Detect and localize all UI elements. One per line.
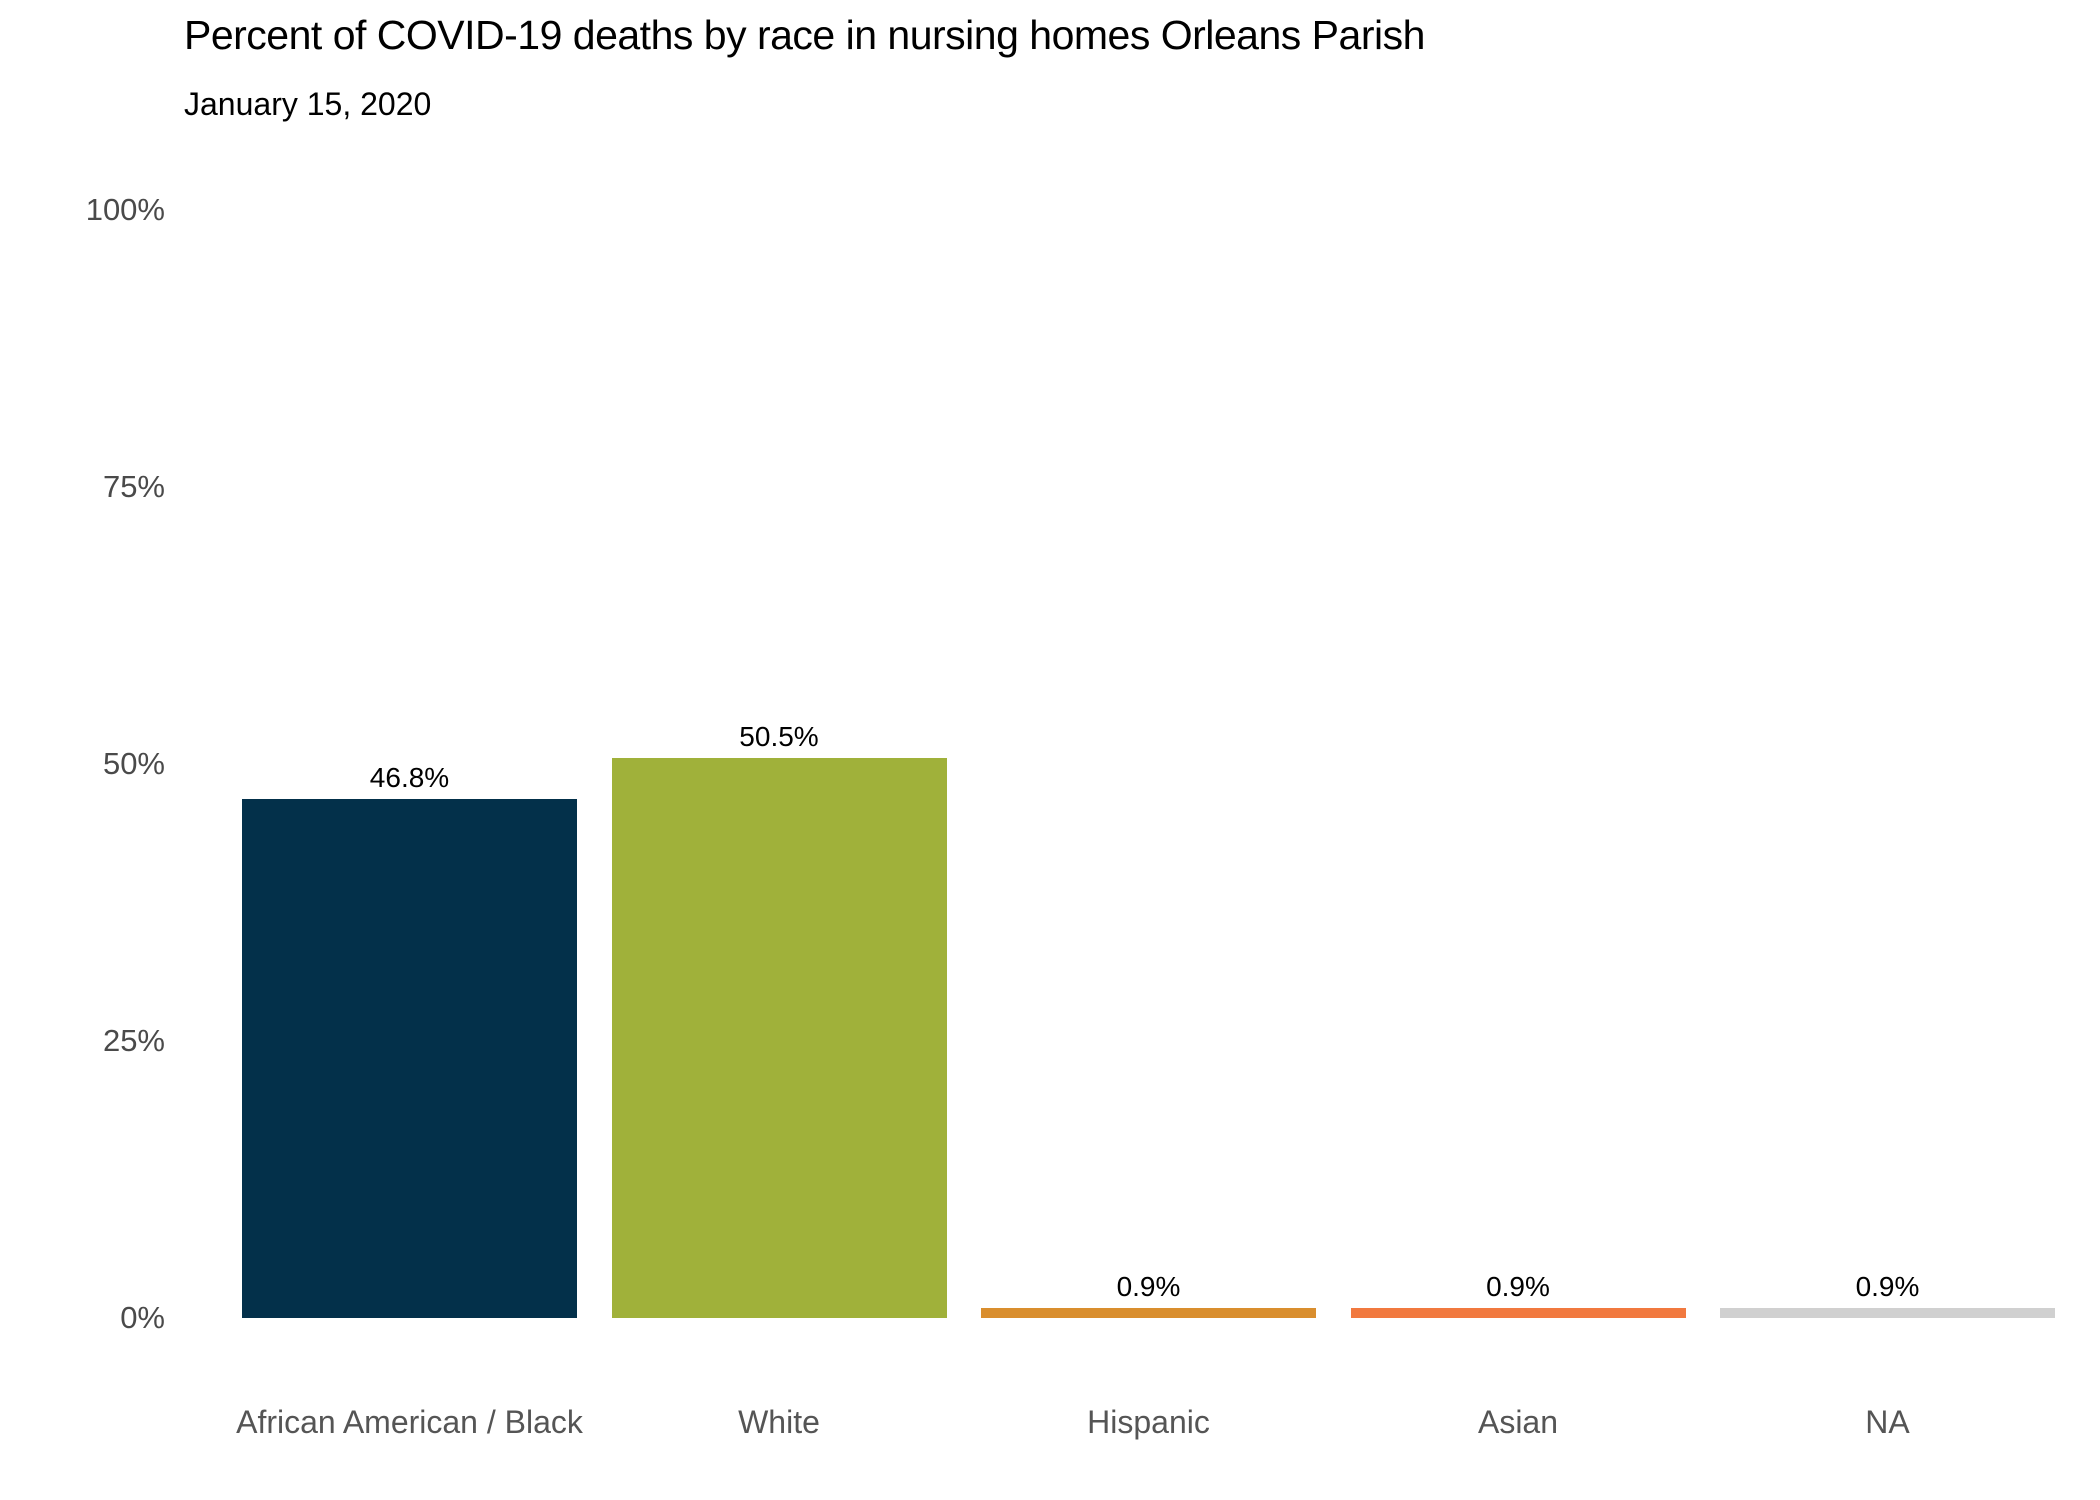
bar-asian <box>1350 1308 1686 1318</box>
y-axis-tick-label-75: 75% <box>102 469 165 504</box>
bar-white <box>611 758 947 1318</box>
y-axis-tick-label-50: 50% <box>102 746 165 781</box>
y-axis-tick-label-0: 0% <box>120 1300 165 1335</box>
chart-subtitle: January 15, 2020 <box>184 86 432 122</box>
x-axis-label-asian: Asian <box>1477 1404 1559 1440</box>
chart-title: Percent of COVID-19 deaths by race in nu… <box>184 12 1425 58</box>
bar-african-american-black <box>242 799 577 1318</box>
y-axis-tick-label-25: 25% <box>102 1023 165 1058</box>
bar-value-label-african-american-black: 46.8% <box>369 762 450 794</box>
x-axis-label-white: White <box>738 1404 820 1440</box>
y-axis-tick-label-100: 100% <box>85 192 165 227</box>
bar-hispanic <box>981 1308 1316 1318</box>
x-axis-label-african-american-black: African American / Black <box>236 1404 583 1440</box>
bar-na <box>1720 1308 2055 1318</box>
bar-value-label-asian: 0.9% <box>1486 1271 1550 1303</box>
bar-value-label-hispanic: 0.9% <box>1116 1271 1181 1303</box>
x-axis-label-na: NA <box>1865 1404 1910 1440</box>
x-axis-label-hispanic: Hispanic <box>1087 1404 1210 1440</box>
bar-value-label-na: 0.9% <box>1855 1271 1920 1303</box>
bar-value-label-white: 50.5% <box>739 721 819 753</box>
